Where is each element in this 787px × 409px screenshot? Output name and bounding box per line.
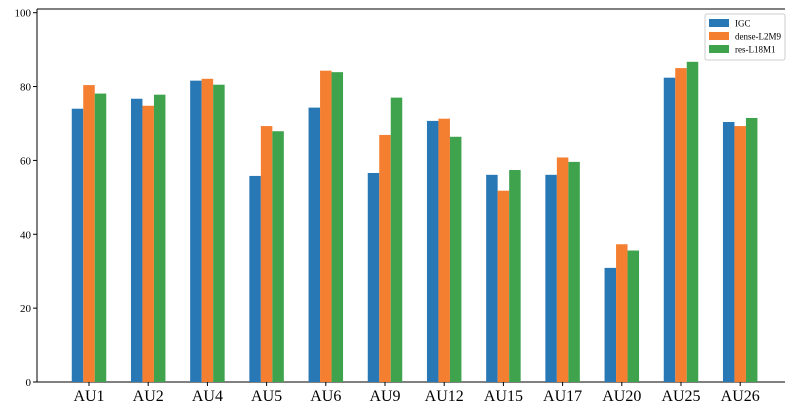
x-tick-label: AU15 <box>484 388 523 405</box>
x-tick-label: AU17 <box>543 388 582 405</box>
bar-au15-res-l18m1 <box>509 170 521 382</box>
legend-swatch <box>709 45 729 53</box>
bar-au25-igc <box>663 77 676 382</box>
y-tick-label: 20 <box>20 303 32 315</box>
x-tick-label: AU5 <box>251 388 282 405</box>
legend-swatch <box>709 19 729 27</box>
legend: IGC dense-L2M9 res-L18M1 <box>704 13 786 61</box>
bar-au2-igc <box>130 98 143 383</box>
legend-swatch <box>709 32 729 40</box>
bar-au12-dense-l2m9 <box>438 118 450 383</box>
bar-au9-igc <box>367 172 380 382</box>
bar-au12-res-l18m1 <box>449 136 462 382</box>
bar-au4-dense-l2m9 <box>201 78 214 382</box>
y-tick-label: 80 <box>20 82 32 94</box>
bar-au9-dense-l2m9 <box>379 134 391 382</box>
bar-au5-igc <box>249 175 261 382</box>
bar-au1-igc <box>71 108 84 383</box>
bar-au26-dense-l2m9 <box>734 126 746 382</box>
bar-au4-res-l18m1 <box>213 84 225 383</box>
bar-au5-dense-l2m9 <box>260 126 273 382</box>
y-tick-label: 40 <box>20 229 32 241</box>
bar-au15-dense-l2m9 <box>497 190 510 382</box>
bar-au26-res-l18m1 <box>745 117 758 382</box>
bar-au17-igc <box>545 174 557 382</box>
bar-au12-igc <box>426 120 439 383</box>
y-tick-label: 0 <box>26 377 32 389</box>
tick-labels: 0 20 40 60 80 100 AU1 AU2 AU4 AU5 AU6 AU9 AU12 AU15 AU… <box>15 8 760 405</box>
x-tick-label: AU4 <box>192 388 223 405</box>
bar-au6-dense-l2m9 <box>320 70 332 382</box>
legend-label: res-L18M1 <box>735 45 776 55</box>
y-tick-label: 60 <box>20 155 32 167</box>
bar-au1-res-l18m1 <box>94 93 107 382</box>
bars <box>71 61 758 383</box>
legend-label: dense-L2M9 <box>735 32 781 42</box>
bar-au25-dense-l2m9 <box>675 68 687 382</box>
x-tick-label: AU26 <box>721 388 760 405</box>
x-tick-label: AU1 <box>73 388 104 405</box>
bar-au17-dense-l2m9 <box>556 157 569 382</box>
bar-au2-res-l18m1 <box>153 94 166 383</box>
bar-au4-igc <box>190 80 202 383</box>
x-tick-label: AU9 <box>369 388 400 405</box>
bar-au15-igc <box>486 174 498 382</box>
x-tick-label: AU12 <box>425 388 464 405</box>
x-tick-label: AU2 <box>133 388 164 405</box>
bar-au6-igc <box>308 107 321 382</box>
bar-au20-igc <box>604 267 617 382</box>
bar-au6-res-l18m1 <box>331 72 344 382</box>
bar-au26-igc <box>722 122 735 382</box>
bar-au5-res-l18m1 <box>272 131 284 382</box>
bar-au25-res-l18m1 <box>686 61 699 383</box>
bar-au20-res-l18m1 <box>627 250 640 382</box>
y-tick-label: 100 <box>15 8 32 20</box>
bar-au20-dense-l2m9 <box>616 244 628 382</box>
x-tick-label: AU25 <box>661 388 700 405</box>
x-tick-label: AU6 <box>310 388 341 405</box>
legend-label: IGC <box>735 19 751 29</box>
bar-au2-dense-l2m9 <box>142 105 154 382</box>
x-tick-label: AU20 <box>602 388 641 405</box>
bar-au17-res-l18m1 <box>568 161 580 382</box>
bar-au9-res-l18m1 <box>390 97 403 382</box>
bar-au1-dense-l2m9 <box>83 85 95 383</box>
